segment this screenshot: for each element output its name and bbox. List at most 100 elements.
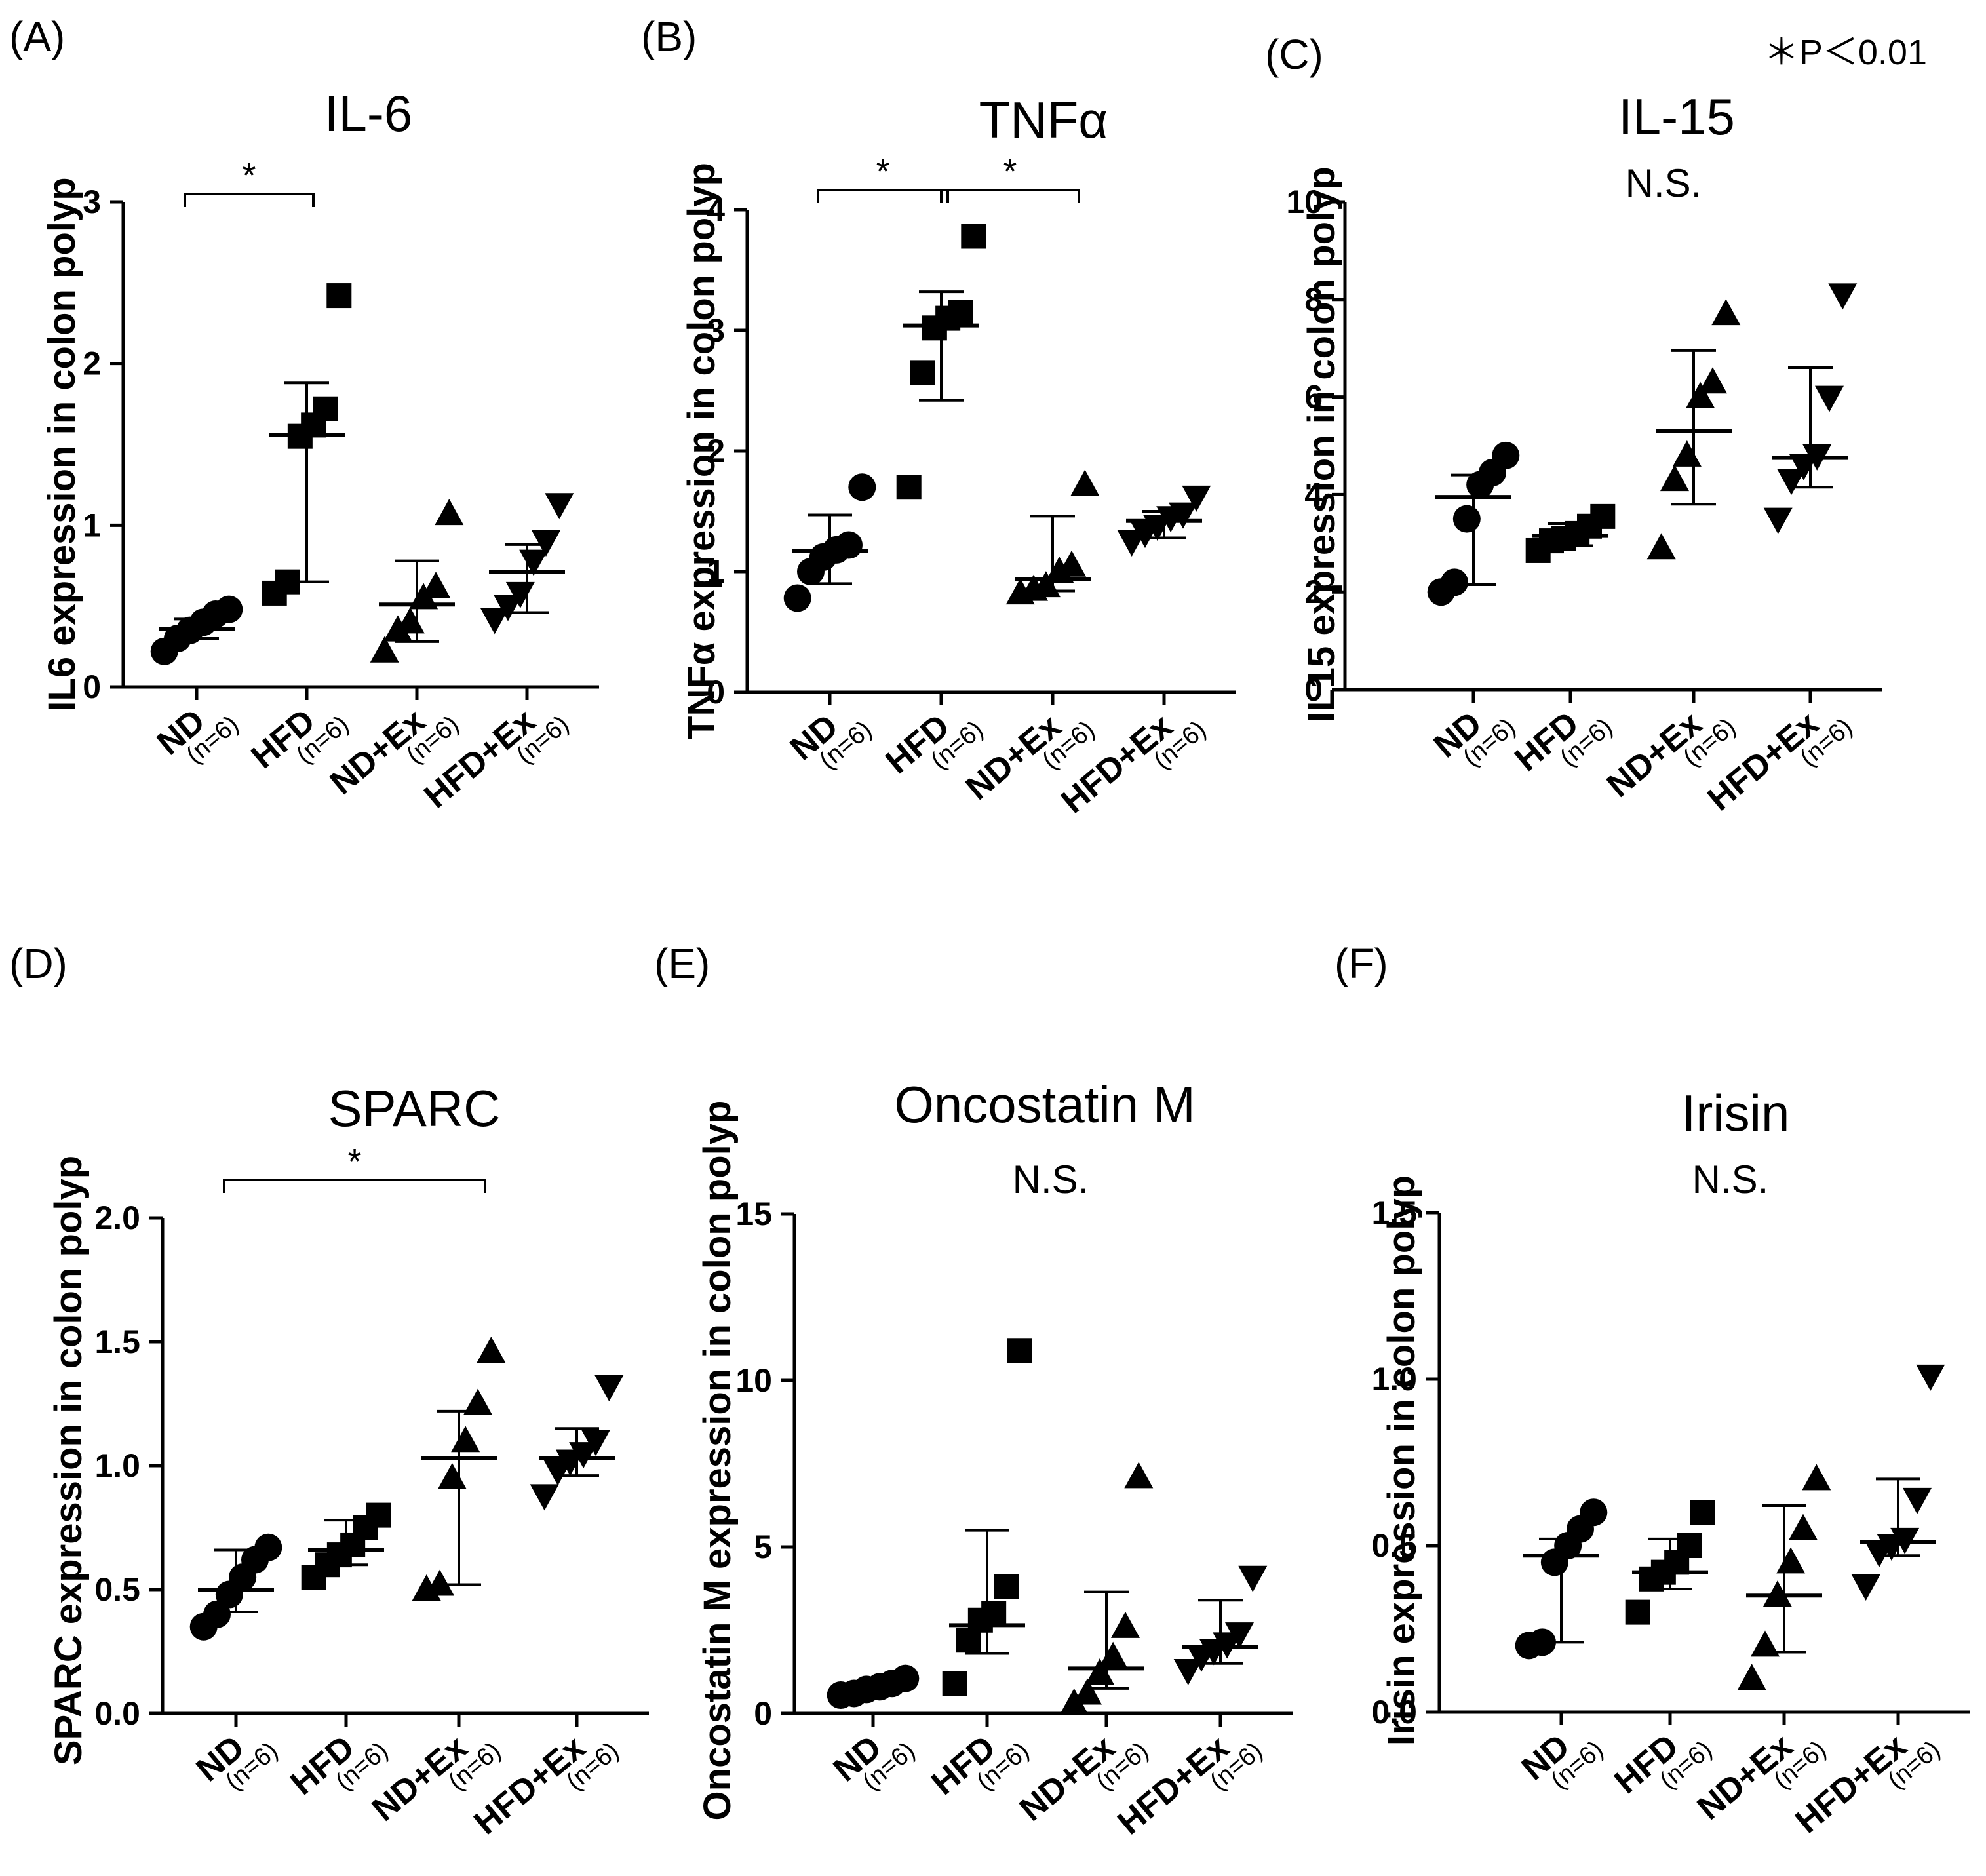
data-point xyxy=(383,615,412,642)
significance-star: * xyxy=(876,152,889,191)
series-ND xyxy=(827,1664,920,1710)
data-point xyxy=(1916,1364,1945,1391)
data-point xyxy=(1690,1500,1715,1525)
data-point xyxy=(1528,1628,1556,1656)
data-point xyxy=(1590,503,1616,529)
chart-subtitle: N.S. xyxy=(1692,1158,1769,1202)
data-point xyxy=(421,572,450,598)
series-ND xyxy=(150,595,243,665)
significance-star: * xyxy=(1003,152,1017,191)
series-HFD+Ex xyxy=(1763,283,1858,534)
series-ND+Ex xyxy=(412,1337,506,1601)
data-point xyxy=(1890,1527,1920,1554)
data-point xyxy=(1452,505,1481,533)
data-point xyxy=(532,530,560,557)
data-point xyxy=(981,1601,1007,1626)
data-point xyxy=(1059,1688,1089,1715)
y-tick-label: 1.5 xyxy=(94,1323,140,1360)
data-point xyxy=(395,607,425,634)
data-point xyxy=(1802,444,1832,471)
panel-letter: (F) xyxy=(1334,940,1388,987)
data-point xyxy=(370,636,399,663)
chart-title: Oncostatin M xyxy=(894,1076,1196,1133)
series-ND xyxy=(189,1533,282,1641)
y-tick-label: 4 xyxy=(1304,476,1323,513)
y-tick-label: 3 xyxy=(83,184,101,220)
data-point xyxy=(505,581,535,608)
data-point xyxy=(1777,469,1806,496)
panel-letter: (D) xyxy=(9,940,68,987)
data-point xyxy=(594,1375,624,1402)
data-point xyxy=(1711,299,1741,326)
data-point xyxy=(1763,507,1793,534)
y-axis-label: IL15 expression in colon polyp xyxy=(1300,166,1343,722)
data-point xyxy=(1686,381,1715,408)
data-point xyxy=(1776,1547,1806,1574)
y-tick-label: 0 xyxy=(1304,671,1323,708)
data-point xyxy=(1737,1664,1766,1690)
chart-title: IL-6 xyxy=(324,85,412,142)
chart-subtitle: N.S. xyxy=(1013,1158,1089,1202)
data-point xyxy=(1173,1658,1203,1685)
significance-bracket xyxy=(817,189,949,203)
data-point xyxy=(1070,469,1100,496)
data-point xyxy=(477,1337,506,1363)
data-point xyxy=(1111,1611,1140,1638)
significance-star: * xyxy=(347,1142,361,1181)
y-tick-label: 1.0 xyxy=(1371,1361,1417,1397)
data-point xyxy=(254,1533,282,1561)
y-tick-label: 3 xyxy=(707,312,725,349)
series-ND+Ex xyxy=(370,499,464,663)
y-tick-label: 0 xyxy=(754,1695,772,1732)
series-HFD+Ex xyxy=(1851,1364,1945,1601)
y-axis-label: TNFα expression in colon polyp xyxy=(680,163,723,739)
data-point xyxy=(1698,367,1727,394)
data-point xyxy=(203,1600,231,1628)
series-ND xyxy=(783,473,876,612)
significance-star: * xyxy=(242,156,256,195)
data-point xyxy=(835,531,863,559)
panel-letter: (E) xyxy=(654,940,710,987)
series-HFD xyxy=(942,1338,1032,1696)
data-point xyxy=(1031,571,1061,598)
data-point xyxy=(1646,533,1676,560)
data-point xyxy=(1802,1464,1831,1491)
data-point xyxy=(215,595,243,623)
data-point xyxy=(326,283,352,309)
series-HFD+Ex xyxy=(1173,1565,1268,1685)
y-tick-label: 10 xyxy=(735,1362,772,1399)
data-point xyxy=(1828,283,1858,310)
significance-bracket xyxy=(184,193,315,207)
data-point xyxy=(891,1664,920,1692)
data-point xyxy=(1625,1599,1650,1625)
data-point xyxy=(1672,440,1702,467)
data-point xyxy=(581,1430,610,1456)
data-point xyxy=(1762,1580,1792,1607)
data-point xyxy=(480,608,509,635)
series-HFD xyxy=(1625,1500,1715,1625)
data-point xyxy=(1225,1622,1254,1649)
data-point xyxy=(463,1388,492,1415)
data-point xyxy=(435,499,464,526)
panel-5: (F) Irisin N.S. Irisin expression in colon … xyxy=(1334,940,1970,1841)
data-point xyxy=(1580,1498,1608,1527)
data-point xyxy=(783,584,811,612)
y-axis-label: IL6 expression in colon polyp xyxy=(41,177,83,711)
data-point xyxy=(1099,1641,1128,1668)
series-ND xyxy=(1515,1498,1608,1660)
data-point xyxy=(848,473,876,501)
y-tick-label: 0.5 xyxy=(1371,1527,1417,1564)
data-point xyxy=(961,224,986,249)
y-tick-label: 0 xyxy=(83,669,101,705)
data-point xyxy=(1789,1514,1818,1540)
data-point xyxy=(1169,502,1197,529)
series-HFD xyxy=(262,283,352,606)
data-point xyxy=(948,300,973,325)
data-point xyxy=(275,569,300,595)
series-ND+Ex xyxy=(1646,299,1741,560)
data-point xyxy=(437,1462,467,1489)
panel-4: (E) Oncostatin M N.S. Oncostatin M expressi… xyxy=(654,940,1293,1842)
data-point xyxy=(1851,1574,1880,1601)
data-point xyxy=(569,1442,598,1469)
